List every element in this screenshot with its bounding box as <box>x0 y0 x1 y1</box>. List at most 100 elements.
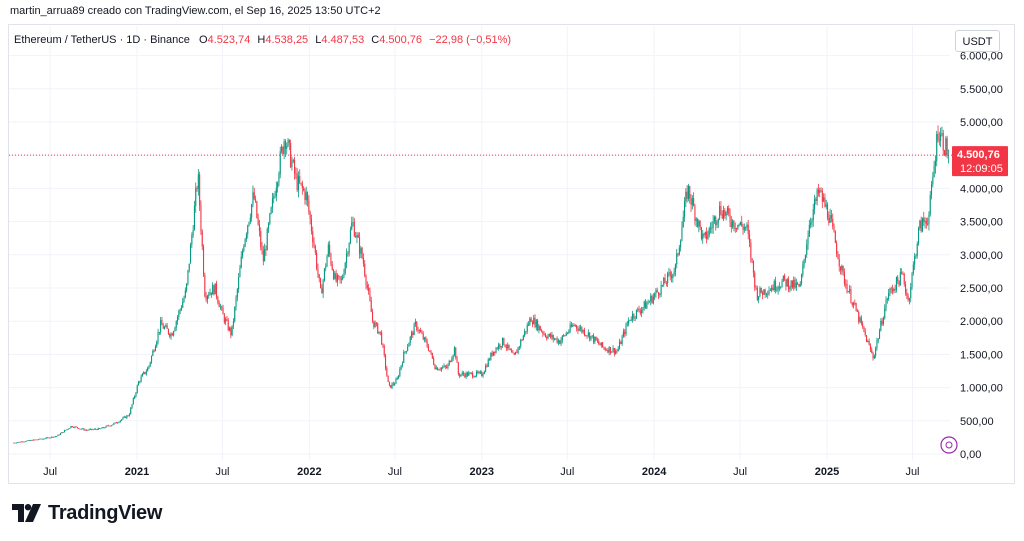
candle-body <box>410 332 413 337</box>
candle-up <box>882 316 884 326</box>
candle-body <box>839 266 842 271</box>
candle-up <box>507 342 509 351</box>
candle-down <box>222 304 224 315</box>
candle-down <box>109 425 111 427</box>
tradingview-brand[interactable]: TradingView <box>12 501 162 525</box>
candle-down <box>815 196 817 205</box>
candle-body <box>444 365 446 367</box>
candle-body <box>258 224 260 232</box>
candle-body <box>319 278 322 288</box>
candle-body <box>531 321 533 325</box>
candle-body <box>66 429 68 430</box>
event-badge-circle <box>940 436 958 454</box>
candle-up <box>442 365 444 370</box>
candle-down <box>755 285 757 290</box>
candle-up <box>403 349 405 364</box>
candle-body <box>357 234 359 238</box>
candle-up <box>498 342 500 351</box>
candle-up <box>732 218 734 229</box>
candle-up <box>105 425 107 428</box>
event-badge-icon[interactable] <box>940 436 958 454</box>
candle-body <box>61 432 63 434</box>
candle-down <box>382 343 384 348</box>
currency-button[interactable]: USDT <box>955 30 1000 52</box>
candle-up <box>533 314 535 325</box>
candle-body <box>382 344 384 346</box>
candle-up <box>674 263 676 277</box>
candle-body <box>111 424 114 426</box>
candle-up <box>738 223 740 227</box>
time-axis-label: Jul <box>388 466 402 478</box>
symbol-title[interactable]: Ethereum / TetherUS · 1D · Binance <box>14 34 190 46</box>
candle-body <box>661 284 663 286</box>
chart-frame[interactable] <box>8 24 1015 484</box>
candle-up <box>184 287 186 299</box>
candle-body <box>492 351 494 356</box>
candle-down <box>62 432 64 433</box>
candle-up <box>148 365 150 370</box>
candle-body <box>608 347 610 353</box>
candle-down <box>76 426 78 429</box>
price-axis-label: 500,00 <box>960 416 994 428</box>
candle-up <box>89 428 91 430</box>
candle-body <box>535 320 537 328</box>
candle-body <box>834 231 836 243</box>
candle-body <box>941 133 943 135</box>
price-axis: 0,00 500,00 1.000,00 1.500,00 2.000,00 2.500,… <box>960 51 1003 461</box>
candle-up <box>517 346 519 355</box>
candle-body <box>914 255 916 265</box>
candle-body <box>257 217 259 225</box>
candle-body <box>465 372 467 378</box>
candle-body <box>279 151 281 174</box>
candle-down <box>657 291 660 300</box>
candle-body <box>706 231 708 240</box>
candle-down <box>417 326 419 334</box>
candle-body <box>213 285 215 295</box>
candle-up <box>912 261 914 276</box>
candle-body <box>553 338 556 340</box>
candle-body <box>280 147 283 152</box>
candle-up <box>273 193 275 204</box>
candle-up <box>270 206 272 215</box>
candle-body <box>156 341 158 347</box>
candle-body <box>945 138 947 156</box>
price-axis-label: 6.000,00 <box>960 51 1003 63</box>
price-axis-label: 2.500,00 <box>960 283 1003 295</box>
candle-up <box>807 230 809 250</box>
candle-down <box>347 251 349 257</box>
candle-body <box>287 139 289 146</box>
candle-down <box>748 229 751 248</box>
candle-body <box>342 276 344 280</box>
candle-body <box>409 336 411 344</box>
candle-body <box>695 218 697 221</box>
candle-up <box>621 334 623 346</box>
candle-up <box>119 420 121 423</box>
candle-down <box>817 183 819 197</box>
candle-body <box>452 355 454 359</box>
candle-up <box>655 288 657 298</box>
candle-body <box>730 222 732 227</box>
candle-up <box>157 328 159 345</box>
candle-body <box>521 340 523 341</box>
candle-up <box>286 142 288 155</box>
candle-down <box>774 276 777 294</box>
candle-body <box>128 414 130 416</box>
candle-up <box>334 271 336 280</box>
candle-body <box>755 287 757 289</box>
candle-body <box>277 182 279 188</box>
candle-down <box>72 426 75 428</box>
candle-up <box>409 335 411 346</box>
candle-up <box>374 320 376 328</box>
candle-body <box>421 332 423 334</box>
candle-up <box>378 331 380 335</box>
candle-up <box>35 439 37 441</box>
candle-body <box>494 351 496 353</box>
candle-body <box>925 220 927 224</box>
candle-body <box>764 289 766 295</box>
candle-down <box>470 372 472 375</box>
candle-up <box>847 290 849 293</box>
last-price-value: 4.500,76 <box>957 149 1000 161</box>
candle-up <box>87 429 89 431</box>
candle-body <box>808 224 810 237</box>
